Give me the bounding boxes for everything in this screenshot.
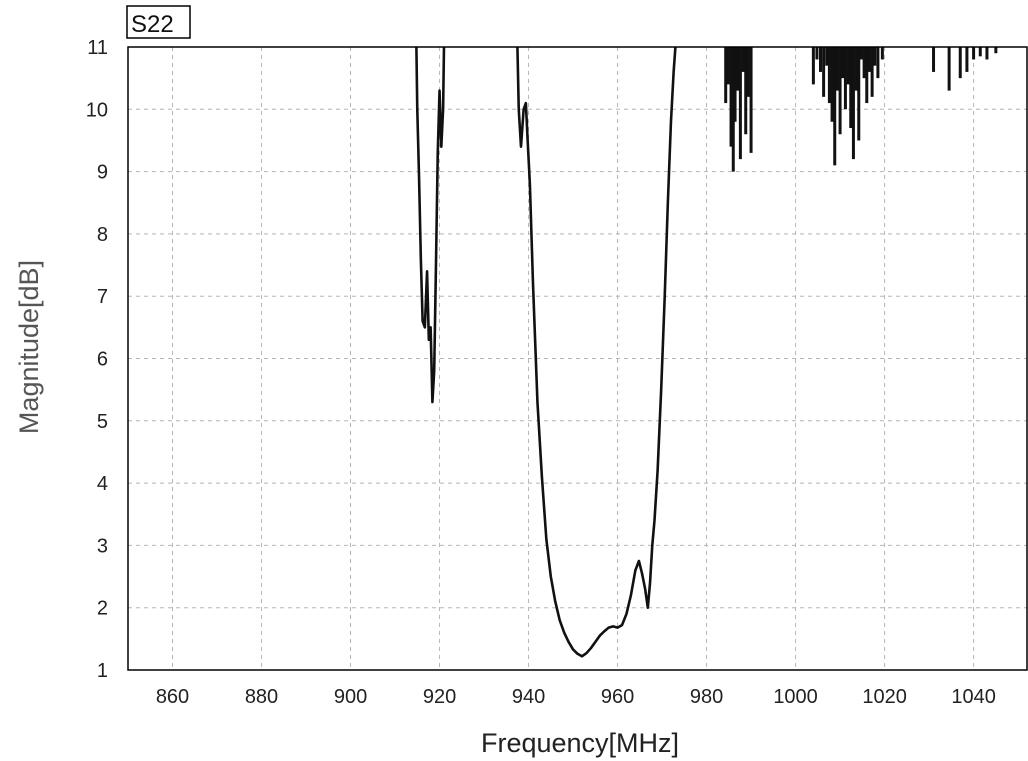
y-tick-label: 3 bbox=[97, 535, 108, 557]
x-tick-label: 940 bbox=[512, 686, 545, 708]
y-tick-label: 10 bbox=[86, 99, 108, 121]
y-tick-label: 1 bbox=[97, 660, 108, 682]
x-tick-label: 1040 bbox=[951, 686, 996, 708]
y-axis-ticks: 1 2 3 4 5 6 7 8 9 10 11 bbox=[86, 37, 108, 682]
legend-label: S22 bbox=[131, 11, 174, 38]
x-axis-ticks: 860 880 900 920 940 960 980 1000 1020 1040 bbox=[156, 686, 996, 708]
y-tick-label: 7 bbox=[97, 286, 108, 308]
x-tick-label: 980 bbox=[690, 686, 723, 708]
legend: S22 bbox=[126, 5, 191, 39]
x-tick-label: 1020 bbox=[862, 686, 907, 708]
grid-lines bbox=[128, 47, 1027, 670]
y-tick-label: 4 bbox=[97, 473, 108, 495]
x-axis-title: Frequency[MHz] bbox=[481, 728, 679, 758]
x-tick-label: 860 bbox=[156, 686, 189, 708]
x-tick-label: 880 bbox=[245, 686, 278, 708]
y-tick-label: 9 bbox=[97, 162, 108, 184]
y-tick-label: 5 bbox=[97, 411, 108, 433]
x-tick-label: 960 bbox=[601, 686, 634, 708]
series-line bbox=[516, 46, 677, 658]
y-tick-label: 6 bbox=[97, 349, 108, 371]
y-axis-title: Magnitude[dB] bbox=[14, 260, 44, 434]
y-tick-label: 2 bbox=[97, 598, 108, 620]
legend-box bbox=[126, 5, 191, 39]
x-tick-label: 900 bbox=[334, 686, 367, 708]
y-tick-label: 11 bbox=[87, 37, 108, 59]
x-tick-label: 920 bbox=[423, 686, 456, 708]
y-tick-label: 8 bbox=[97, 224, 108, 246]
series-s22 bbox=[415, 46, 998, 658]
x-tick-label: 1000 bbox=[773, 686, 818, 708]
plot-frame bbox=[127, 46, 1028, 671]
series-line bbox=[415, 46, 446, 404]
